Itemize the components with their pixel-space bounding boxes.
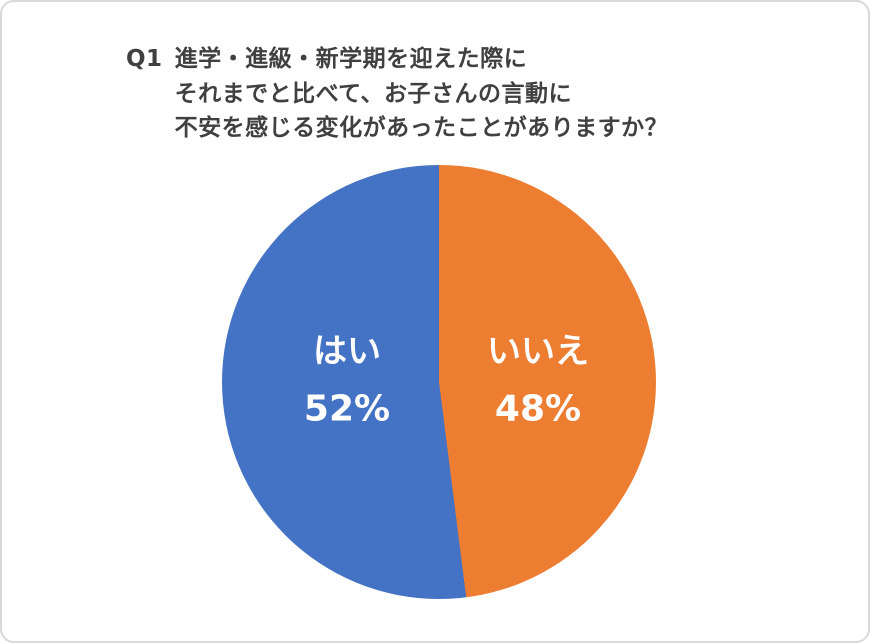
- pie-chart: はい 52% いいえ 48%: [222, 165, 656, 599]
- slice-no-name: いいえ: [487, 331, 589, 372]
- slice-no-percent: 48%: [494, 388, 582, 430]
- question-line-1: 進学・進級・新学期を迎えた際に: [174, 46, 528, 72]
- pie-graphic: [222, 165, 656, 599]
- slice-label-yes: はい 52%: [304, 323, 390, 438]
- question-number: Q1: [126, 46, 163, 72]
- slice-label-no: いいえ 48%: [487, 323, 589, 438]
- question-line-3: 不安を感じる変化があったことがありますか？: [174, 115, 669, 141]
- slice-yes-name: はい: [312, 331, 381, 372]
- slice-yes-percent: 52%: [303, 388, 391, 430]
- question-line-2: それまでと比べて、お子さんの言動に: [174, 80, 572, 107]
- question-text: 進学・進級・新学期を迎えた際に それまでと比べて、お子さんの言動に 不安を感じる…: [175, 42, 669, 146]
- chart-title: Q1 進学・進級・新学期を迎えた際に それまでと比べて、お子さんの言動に 不安を…: [126, 42, 668, 146]
